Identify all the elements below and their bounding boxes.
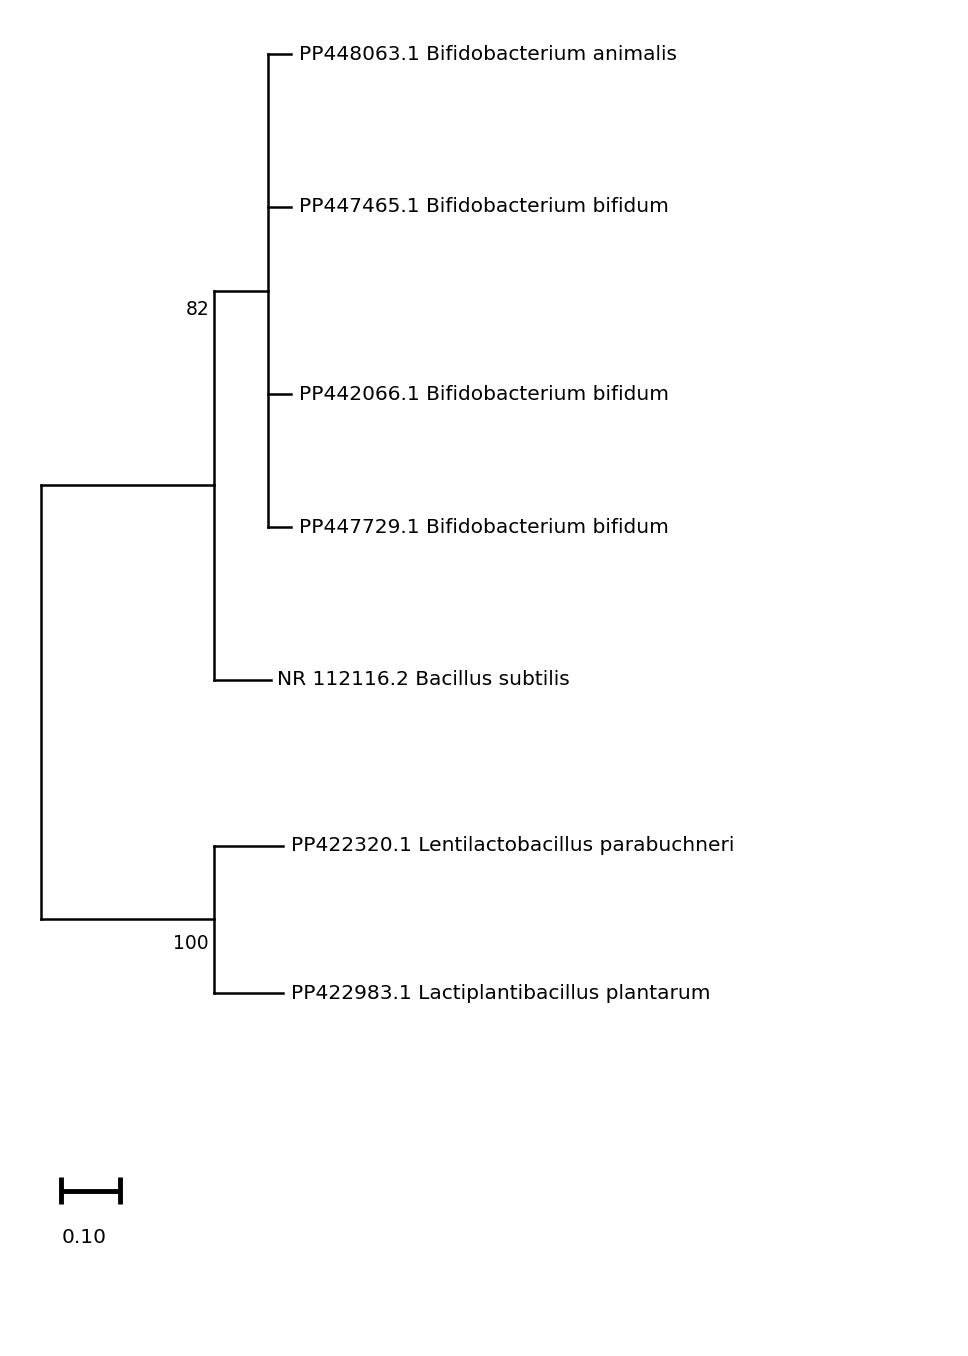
Text: 100: 100 [173,934,209,953]
Text: 82: 82 [185,301,209,320]
Text: NR 112116.2 Bacillus subtilis: NR 112116.2 Bacillus subtilis [277,670,570,689]
Text: PP442066.1 Bifidobacterium bifidum: PP442066.1 Bifidobacterium bifidum [299,385,669,404]
Text: PP447465.1 Bifidobacterium bifidum: PP447465.1 Bifidobacterium bifidum [299,198,669,217]
Text: PP422320.1 Lentilactobacillus parabuchneri: PP422320.1 Lentilactobacillus parabuchne… [290,837,734,856]
Text: 0.10: 0.10 [61,1229,106,1248]
Text: PP422983.1 Lactiplantibacillus plantarum: PP422983.1 Lactiplantibacillus plantarum [290,984,711,1003]
Text: PP448063.1 Bifidobacterium animalis: PP448063.1 Bifidobacterium animalis [299,45,677,64]
Text: PP447729.1 Bifidobacterium bifidum: PP447729.1 Bifidobacterium bifidum [299,518,669,537]
